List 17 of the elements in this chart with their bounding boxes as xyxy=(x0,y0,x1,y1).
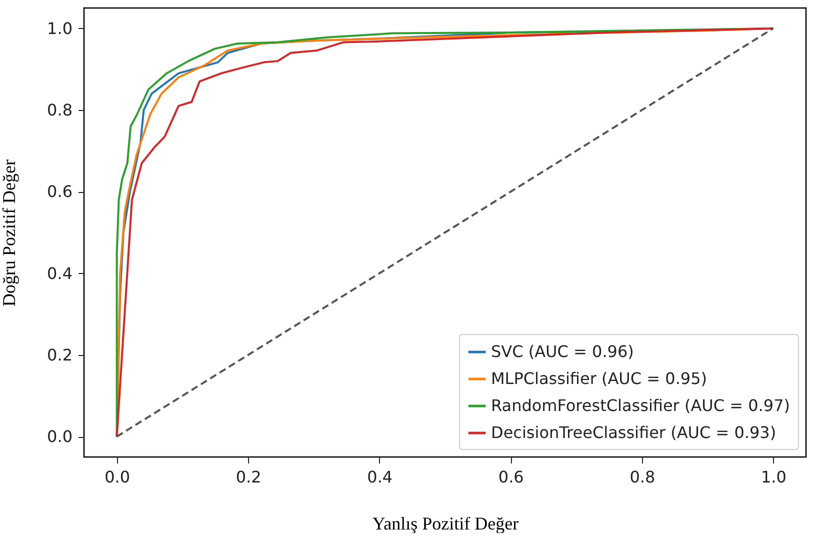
y-tick-label: 0.6 xyxy=(47,182,72,202)
legend-label: MLPClassifier (AUC = 0.95) xyxy=(491,369,708,388)
legend-label: SVC (AUC = 0.96) xyxy=(491,342,634,361)
y-tick-label: 0.4 xyxy=(47,264,72,283)
y-tick-label: 0.0 xyxy=(47,427,72,446)
y-tick-label: 1.0 xyxy=(47,18,72,38)
y-tick-label: 0.8 xyxy=(47,100,72,120)
x-tick-label: 0.0 xyxy=(104,468,130,486)
x-tick-label: 0.8 xyxy=(630,468,656,486)
x-tick-label: 1.0 xyxy=(760,468,786,486)
legend-label: RandomForestClassifier (AUC = 0.97) xyxy=(491,396,790,415)
x-tick-label: 0.6 xyxy=(498,468,524,486)
x-tick-label: 0.2 xyxy=(236,468,262,486)
legend-label: DecisionTreeClassifier (AUC = 0.93) xyxy=(491,423,776,442)
x-tick-label: 0.4 xyxy=(367,468,393,486)
y-tick-label: 0.2 xyxy=(47,345,72,364)
y-axis-title: Doğru Pozitif Değer xyxy=(0,160,20,306)
